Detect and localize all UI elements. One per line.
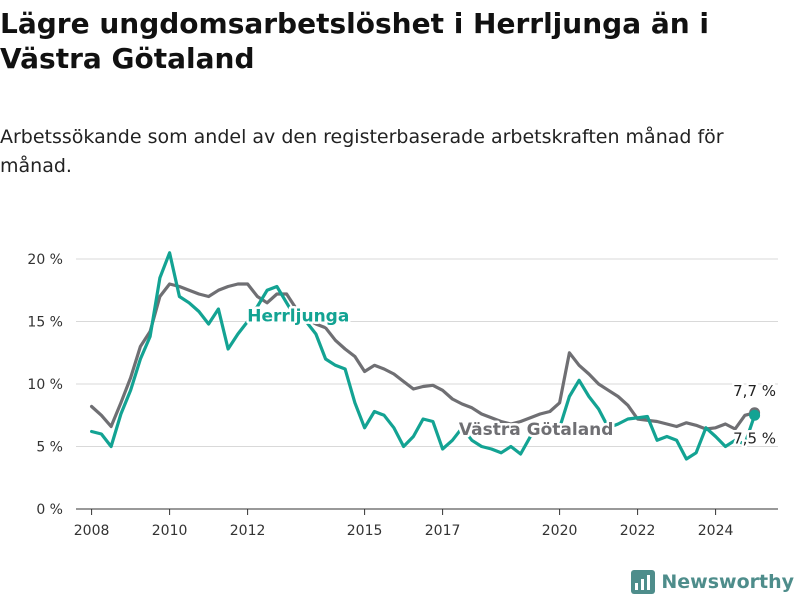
chart-subtitle: Arbetssökande som andel av den registerb…: [0, 126, 724, 177]
series-label-vastra-gotaland: Västra Götaland: [459, 420, 614, 440]
brand-name: Newsworthy: [661, 571, 794, 593]
y-axis: 0 % 5 % 10 % 15 % 20 %: [27, 252, 63, 518]
y-tick-label-20: 20 %: [27, 252, 63, 268]
y-tick-label-10: 10 %: [27, 377, 63, 393]
y-tick-label-5: 5 %: [36, 440, 63, 456]
series-labels: Herrljunga Västra Götaland 7,7 % 7,5 %: [245, 304, 779, 450]
x-tick-label-2022: 2022: [620, 523, 656, 539]
x-tick-label-2020: 2020: [542, 523, 578, 539]
end-label-herrljunga: 7,5 %: [733, 429, 776, 447]
x-tick-label-2010: 2010: [152, 523, 188, 539]
x-tick-label-2024: 2024: [698, 523, 734, 539]
end-label-vastra-gotaland: 7,7 %: [733, 382, 776, 400]
x-tick-label-2015: 2015: [347, 523, 383, 539]
newsworthy-logo-icon: [631, 570, 656, 594]
series-line-vastra-gotaland: [90, 282, 757, 431]
x-tick-label-2008: 2008: [74, 523, 110, 539]
series-label-herrljunga: Herrljunga: [247, 306, 349, 326]
x-axis: 2008 2010 2012 2015 2017 2020 2022 2024: [74, 509, 734, 539]
x-tick-label-2017: 2017: [425, 523, 461, 539]
gridlines: [76, 258, 778, 510]
y-tick-label-15: 15 %: [27, 315, 63, 331]
series-line-herrljunga: [90, 251, 757, 461]
brand-logo: Newsworthy: [631, 570, 794, 594]
y-tick-label-0: 0 %: [36, 502, 63, 518]
series-lines: [90, 251, 757, 461]
x-tick-label-2012: 2012: [230, 523, 266, 539]
page-title: Lägre ungdomsarbetslöshet i Herrljunga ä…: [0, 7, 710, 75]
end-point-herrljunga: [749, 409, 761, 421]
